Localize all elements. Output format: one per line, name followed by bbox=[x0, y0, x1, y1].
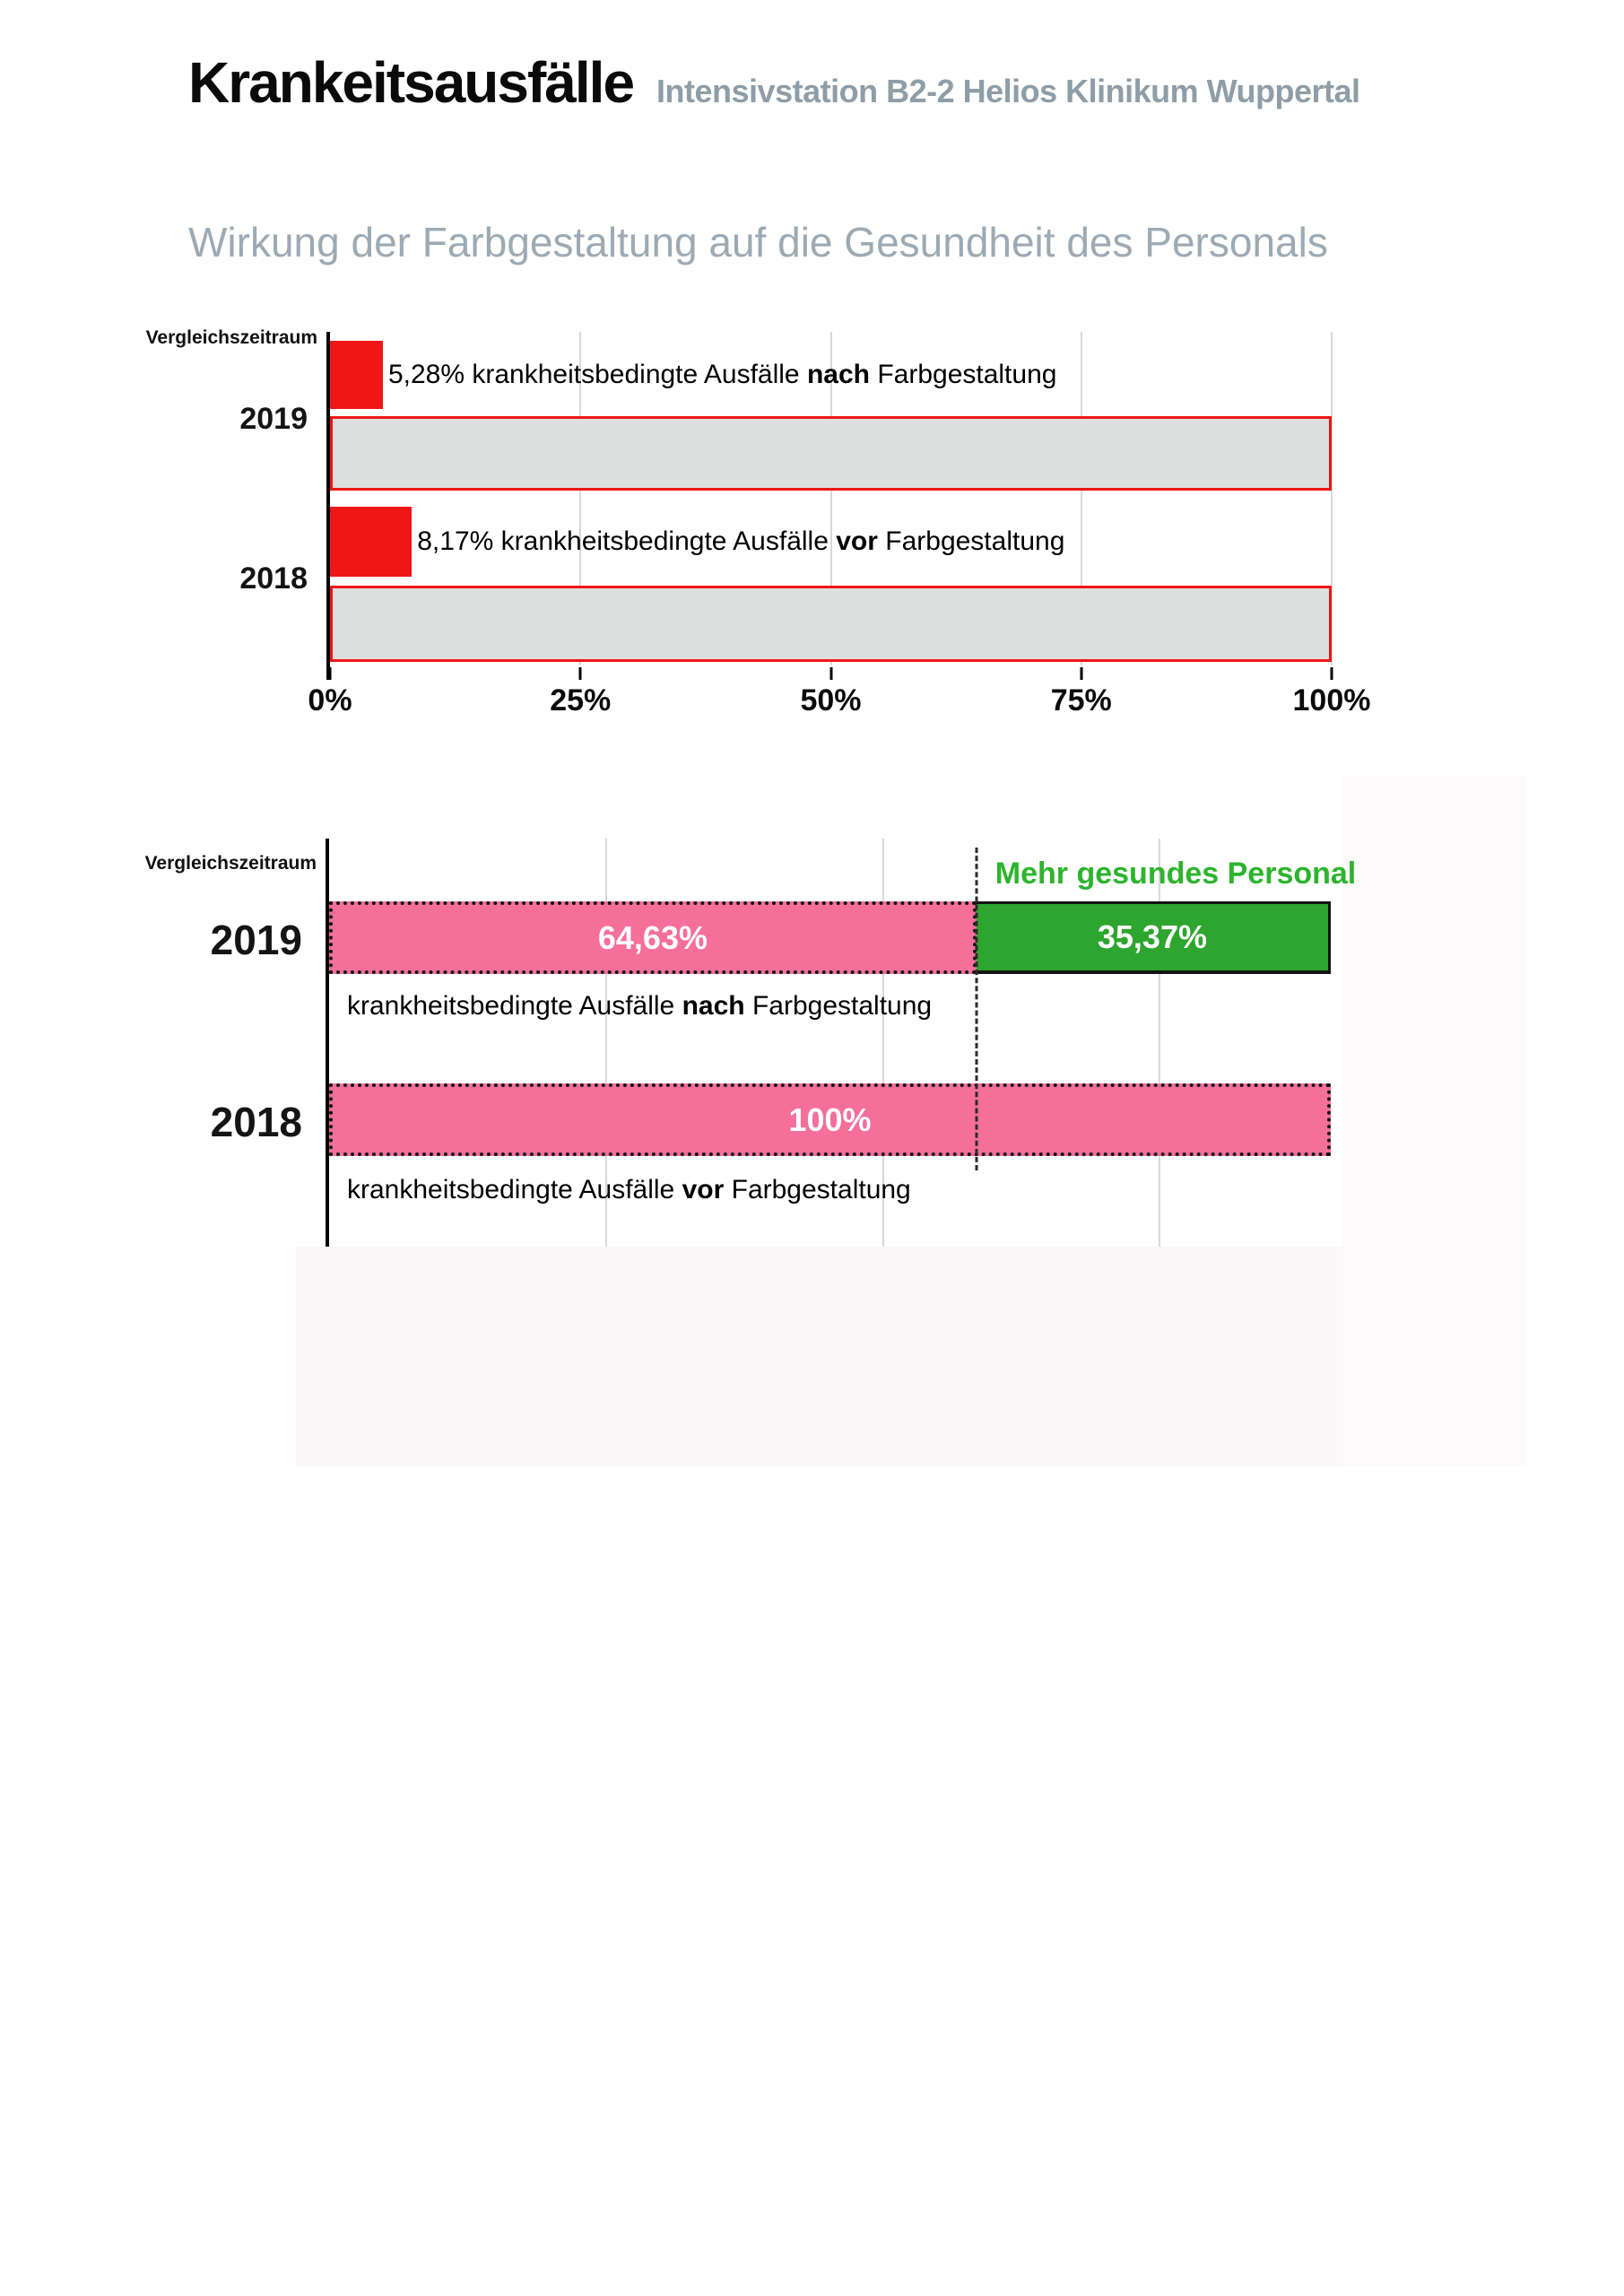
tick-label-100: 100% bbox=[1292, 683, 1371, 718]
note-text: Farbgestaltung bbox=[869, 360, 1057, 389]
note-bold: vor bbox=[836, 526, 878, 556]
gridline bbox=[881, 839, 884, 1247]
bar-2019-note: 5,28% krankheitsbedingte Ausfälle nach F… bbox=[388, 360, 1056, 390]
caption-text: Farbgestaltung bbox=[744, 991, 933, 1021]
axis-tick-25 bbox=[578, 667, 582, 680]
segment-2019-sick: 64,63% bbox=[329, 901, 977, 974]
caption-bold: nach bbox=[682, 991, 745, 1021]
caption-2019: krankheitsbedingte Ausfälle nach Farbges… bbox=[347, 991, 932, 1022]
note-bold: nach bbox=[806, 360, 870, 389]
caption-text: krankheitsbedingte Ausfälle bbox=[347, 1175, 682, 1205]
page-subtitle: Intensivstation B2-2 Helios Klinikum Wup… bbox=[656, 73, 1360, 109]
y-axis-line bbox=[326, 839, 329, 1247]
note-text: 5,28% krankheitsbedingte Ausfälle bbox=[387, 360, 807, 389]
year-label-2019: 2019 bbox=[210, 917, 302, 963]
note-text: 8,17% krankheitsbedingte Ausfälle bbox=[417, 526, 837, 556]
scan-tint-right bbox=[1342, 776, 1526, 1466]
bar-2019-track bbox=[330, 416, 1332, 491]
note-text: Farbgestaltung bbox=[877, 526, 1065, 556]
year-label-2019: 2019 bbox=[239, 402, 308, 436]
segment-value-label: 100% bbox=[788, 1100, 872, 1138]
caption-text: krankheitsbedingte Ausfälle bbox=[347, 991, 682, 1021]
tick-label-75: 75% bbox=[1050, 683, 1112, 718]
axis-tick-0 bbox=[328, 667, 332, 680]
bar-2018-note: 8,17% krankheitsbedingte Ausfälle vor Fa… bbox=[417, 526, 1064, 557]
tick-label-50: 50% bbox=[800, 683, 862, 718]
gridline-50 bbox=[829, 332, 832, 665]
gridline-75 bbox=[1080, 332, 1082, 665]
gridline-100 bbox=[1331, 332, 1333, 665]
caption-2018: krankheitsbedingte Ausfälle vor Farbgest… bbox=[347, 1175, 911, 1205]
bar-2018-value bbox=[330, 507, 413, 577]
axis-caption: Vergleichszeitraum bbox=[144, 853, 317, 874]
axis-tick-75 bbox=[1080, 667, 1083, 680]
gridline bbox=[605, 839, 608, 1247]
year-label-2018: 2018 bbox=[210, 1099, 302, 1145]
tick-label-0: 0% bbox=[308, 683, 352, 718]
caption-bold: vor bbox=[682, 1175, 725, 1205]
y-axis-line bbox=[326, 332, 330, 680]
bar-row-2018: 8,17% krankheitsbedingte Ausfälle vor Fa… bbox=[330, 507, 1332, 577]
healthy-staff-heading: Mehr gesundes Personal bbox=[994, 857, 1357, 891]
page-title: Krankeitsausfälle bbox=[188, 50, 635, 115]
chart-healthy-staff-share: Vergleichszeitraum Mehr gesundes Persona… bbox=[145, 839, 1356, 1247]
page-tagline: Wirkung der Farbgestaltung auf die Gesun… bbox=[188, 219, 1328, 265]
segment-value-label: 64,63% bbox=[597, 918, 708, 956]
axis-caption: Vergleichszeitraum bbox=[145, 327, 317, 348]
divider-dashed-line bbox=[975, 848, 978, 1170]
chart-sick-leave-percent: Vergleichszeitraum 5,28% krankheitsbedin… bbox=[146, 327, 1371, 731]
segment-2018-sick: 100% bbox=[329, 1083, 1331, 1156]
segment-2019-healthy: 35,37% bbox=[976, 901, 1331, 974]
bar-2018-track bbox=[330, 586, 1332, 662]
tick-label-25: 25% bbox=[550, 683, 612, 718]
caption-text: Farbgestaltung bbox=[724, 1175, 911, 1205]
axis-tick-100 bbox=[1330, 667, 1333, 680]
stacked-row-2018: 100% bbox=[329, 1083, 1331, 1156]
axis-tick-50 bbox=[829, 667, 832, 680]
gridline-25 bbox=[579, 332, 582, 665]
bar-2019-value bbox=[330, 341, 383, 409]
gridline bbox=[1158, 839, 1160, 1247]
bar-row-2019: 5,28% krankheitsbedingte Ausfälle nach F… bbox=[330, 341, 1332, 409]
segment-value-label: 35,37% bbox=[1097, 918, 1207, 955]
scan-tint-bottom bbox=[296, 1247, 1524, 1466]
year-label-2018: 2018 bbox=[239, 561, 308, 596]
header: Krankeitsausfälle Intensivstation B2-2 He… bbox=[188, 49, 1360, 116]
stacked-row-2019: 64,63% 35,37% bbox=[329, 901, 1331, 974]
